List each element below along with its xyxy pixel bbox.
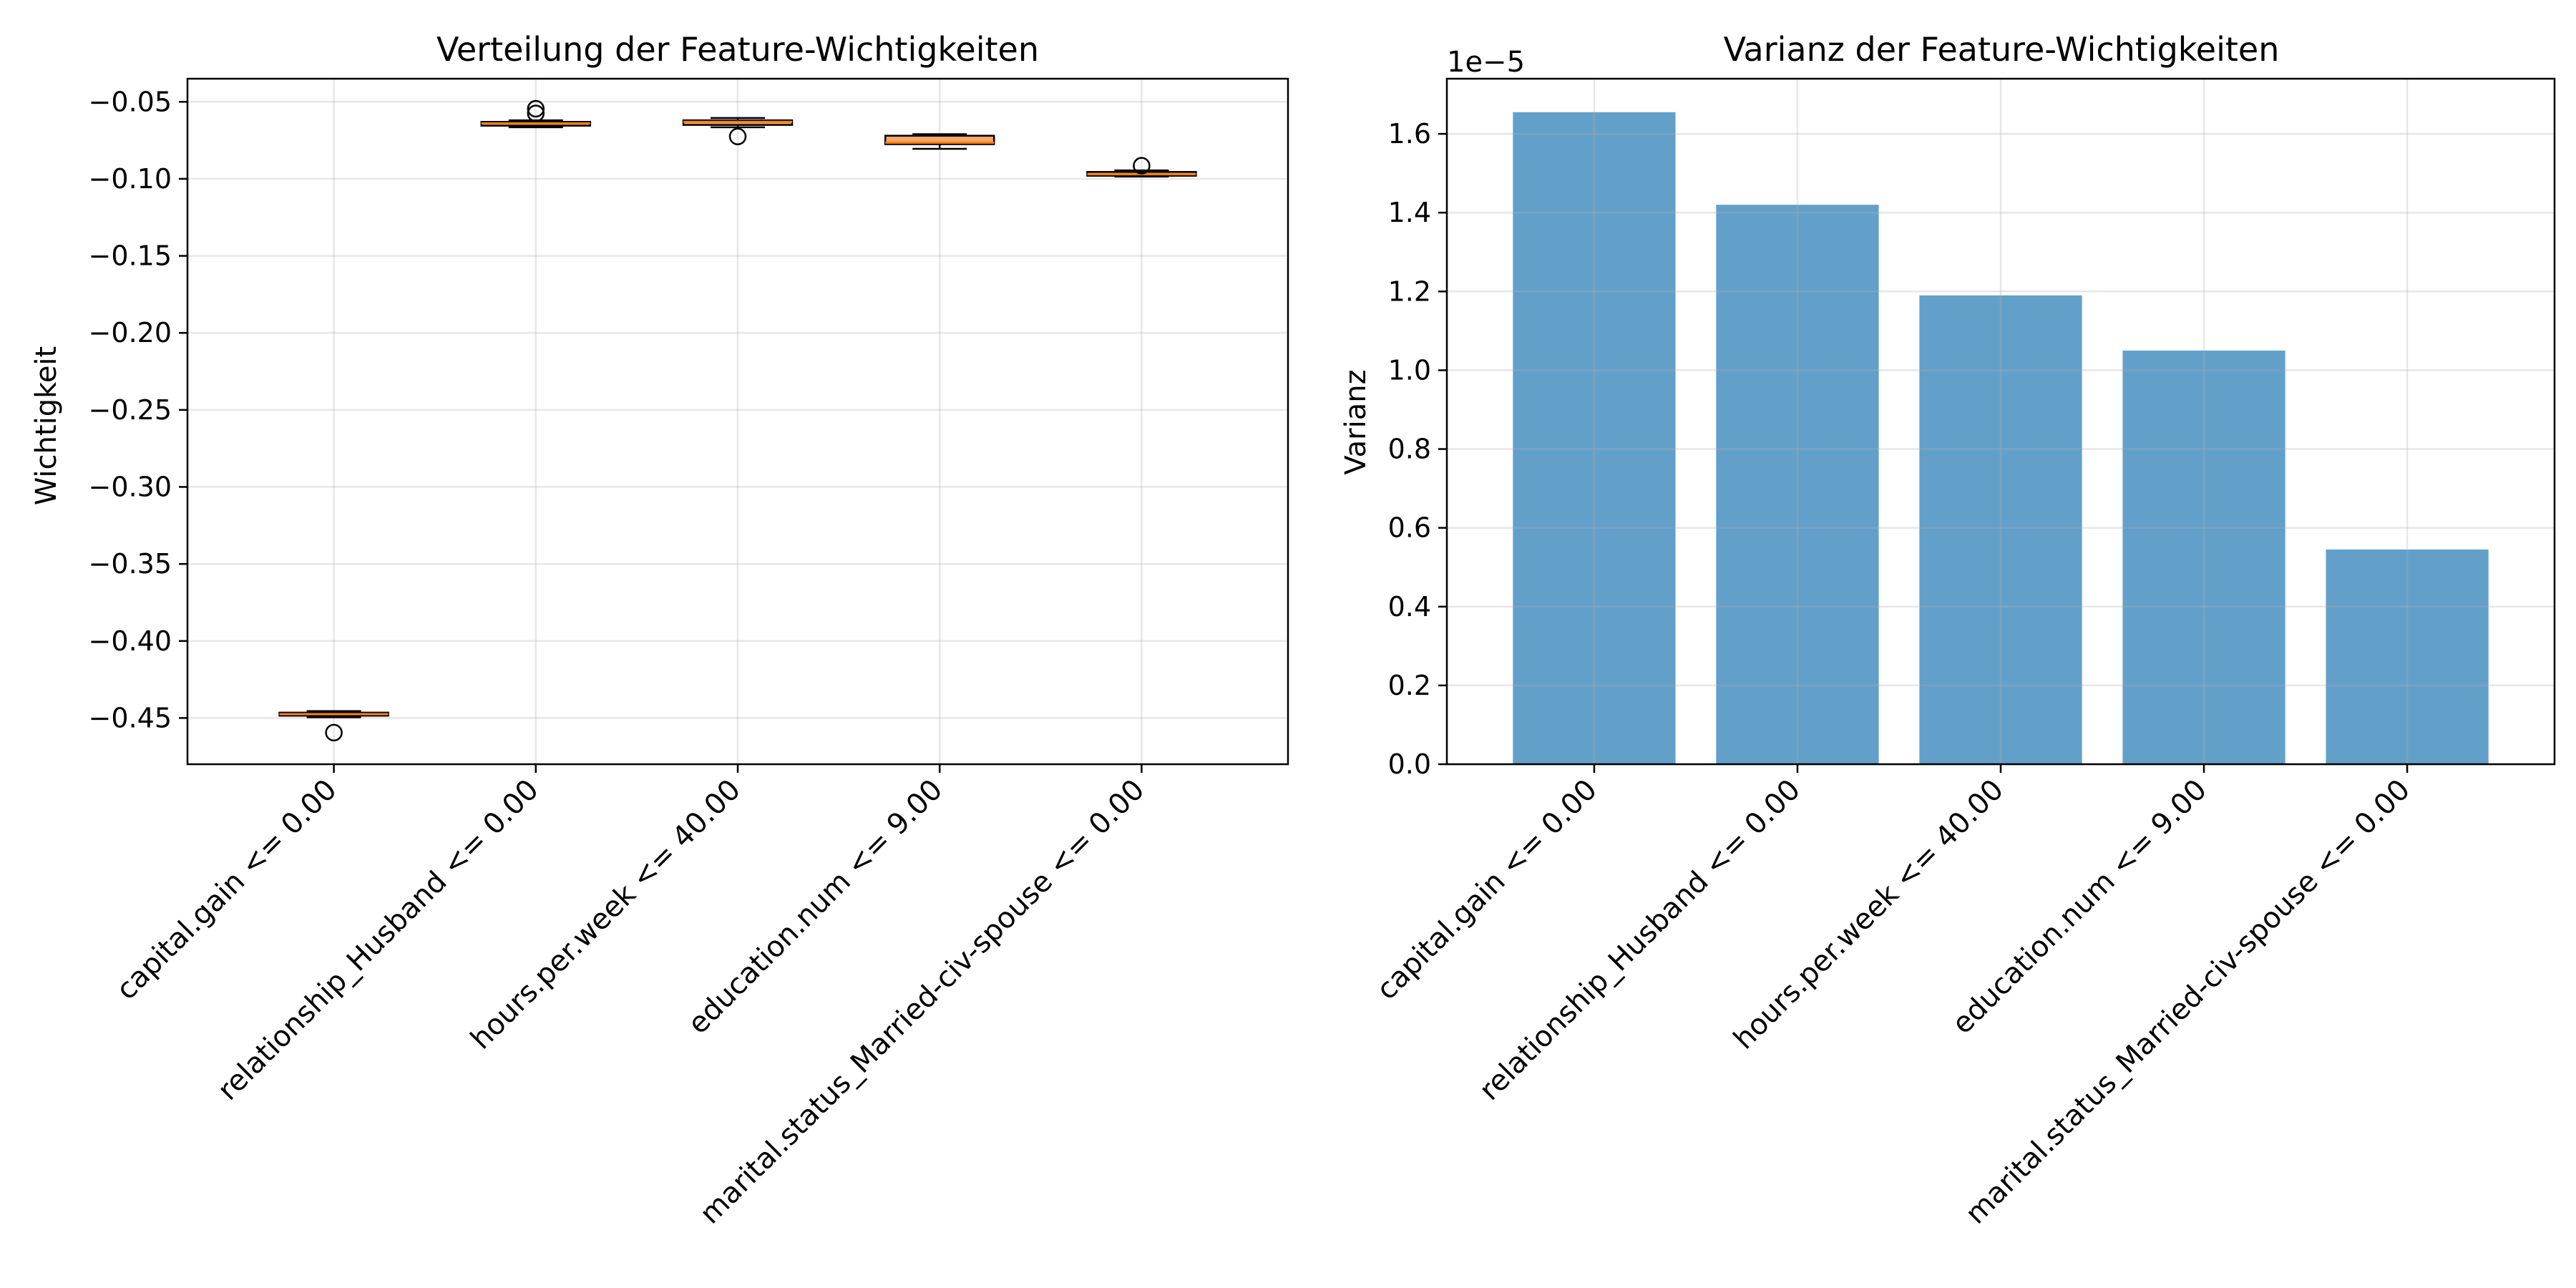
outlier-point: [728, 127, 747, 145]
y-tick-label: −0.30: [89, 471, 172, 502]
outlier-point: [325, 723, 343, 742]
y-tick-label: −0.20: [89, 317, 172, 348]
bar-3: [1919, 295, 2082, 764]
y-axis-offset-label: 1e−5: [1447, 46, 1525, 79]
bar-2: [1716, 205, 1879, 764]
box-1: [278, 710, 389, 742]
y-tick-label: 1.2: [1388, 275, 1431, 307]
chart-title-left: Verteilung der Feature-Wichtigkeiten: [436, 30, 1039, 69]
bar-5: [2326, 549, 2489, 764]
box-iqr: [884, 135, 995, 145]
box-5: [1086, 157, 1197, 177]
bar-1: [1513, 112, 1676, 765]
y-tick-label: −0.15: [89, 240, 172, 272]
y-tick-label: 0.0: [1388, 748, 1431, 780]
plot-frame-left: [186, 77, 1289, 766]
box-4: [884, 133, 995, 150]
y-tick-label: −0.25: [89, 394, 172, 426]
y-tick-label: −0.40: [89, 625, 172, 657]
box-3: [682, 117, 794, 145]
box-2: [480, 99, 592, 129]
y-tick-label: 1.4: [1388, 197, 1431, 228]
y-tick-label: 0.8: [1388, 434, 1431, 465]
y-tick-label: 0.4: [1388, 591, 1431, 623]
bar-4: [2122, 350, 2285, 764]
y-tick-label: −0.35: [89, 548, 172, 580]
y-tick-label: 0.2: [1388, 670, 1431, 701]
y-tick-label: −0.05: [89, 86, 172, 117]
plot-frame-right: [1445, 77, 2556, 766]
y-tick-label: 0.6: [1388, 512, 1431, 544]
y-tick-label: −0.10: [89, 163, 172, 195]
outlier-point: [1133, 157, 1151, 175]
y-tick-label: 1.6: [1388, 118, 1431, 150]
y-tick-label: 1.0: [1388, 354, 1431, 386]
outlier-point: [527, 104, 545, 122]
outlier-point: [527, 99, 545, 118]
y-axis-label-left: Wichtigkeit: [30, 346, 63, 505]
y-axis-label-right: Varianz: [1340, 369, 1372, 474]
chart-title-right: Varianz der Feature-Wichtigkeiten: [1724, 30, 2280, 69]
y-tick-label: −0.45: [89, 702, 172, 733]
